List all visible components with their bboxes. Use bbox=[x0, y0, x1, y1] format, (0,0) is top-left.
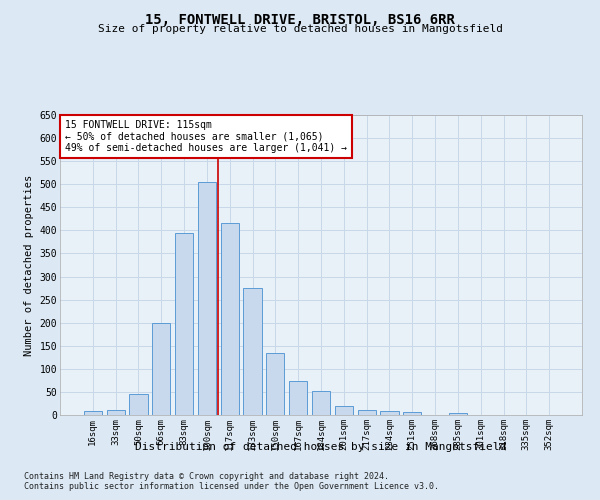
Bar bbox=[198, 182, 216, 415]
Bar bbox=[312, 392, 330, 415]
Text: Contains HM Land Registry data © Crown copyright and database right 2024.: Contains HM Land Registry data © Crown c… bbox=[24, 472, 389, 481]
Bar bbox=[152, 322, 170, 415]
Bar bbox=[244, 288, 262, 415]
Bar bbox=[289, 382, 307, 415]
Bar bbox=[175, 232, 193, 415]
Bar bbox=[266, 352, 284, 415]
Bar bbox=[107, 410, 125, 415]
Bar bbox=[84, 412, 102, 415]
Bar bbox=[403, 412, 421, 415]
Text: 15 FONTWELL DRIVE: 115sqm
← 50% of detached houses are smaller (1,065)
49% of se: 15 FONTWELL DRIVE: 115sqm ← 50% of detac… bbox=[65, 120, 347, 152]
Y-axis label: Number of detached properties: Number of detached properties bbox=[24, 174, 34, 356]
Bar bbox=[335, 406, 353, 415]
Text: Distribution of detached houses by size in Mangotsfield: Distribution of detached houses by size … bbox=[136, 442, 506, 452]
Bar bbox=[449, 412, 467, 415]
Bar bbox=[221, 224, 239, 415]
Text: Size of property relative to detached houses in Mangotsfield: Size of property relative to detached ho… bbox=[97, 24, 503, 34]
Text: Contains public sector information licensed under the Open Government Licence v3: Contains public sector information licen… bbox=[24, 482, 439, 491]
Bar bbox=[358, 410, 376, 415]
Text: 15, FONTWELL DRIVE, BRISTOL, BS16 6RR: 15, FONTWELL DRIVE, BRISTOL, BS16 6RR bbox=[145, 12, 455, 26]
Bar bbox=[130, 394, 148, 415]
Bar bbox=[380, 412, 398, 415]
